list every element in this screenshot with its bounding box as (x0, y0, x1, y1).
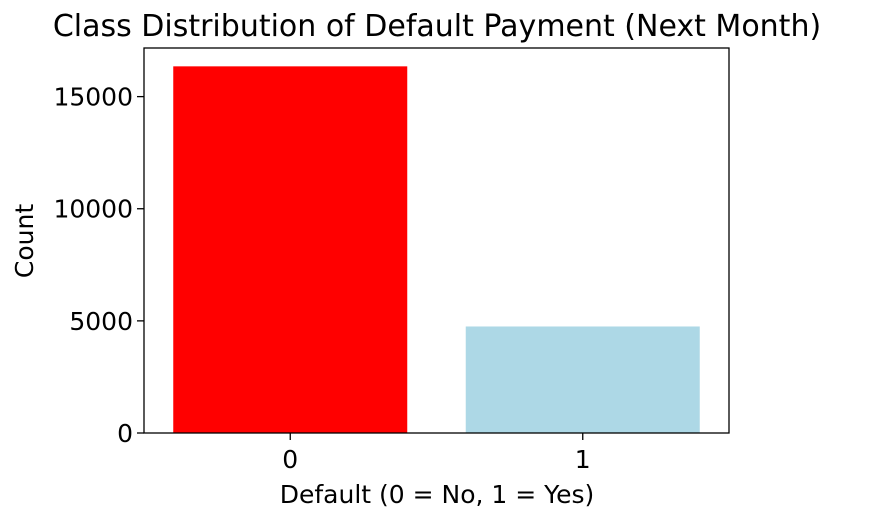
axes-frame (143, 47, 730, 434)
x-tick-label-0: 0 (282, 445, 298, 474)
y-tick-label-15000: 15000 (53, 83, 133, 112)
x-tick-label-1: 1 (575, 445, 591, 474)
bar-0 (173, 66, 408, 434)
y-tick-label-5000: 5000 (69, 307, 133, 336)
x-axis-label: Default (0 = No, 1 = Yes) (280, 480, 595, 509)
chart-title: Class Distribution of Default Payment (N… (53, 9, 821, 44)
bars (173, 66, 700, 434)
y-tick-label-0: 0 (117, 419, 133, 448)
y-axis-ticks: 0 5000 10000 15000 (53, 83, 144, 448)
y-axis-label: Count (10, 204, 39, 278)
y-tick-label-10000: 10000 (53, 195, 133, 224)
bar-1 (465, 326, 700, 433)
